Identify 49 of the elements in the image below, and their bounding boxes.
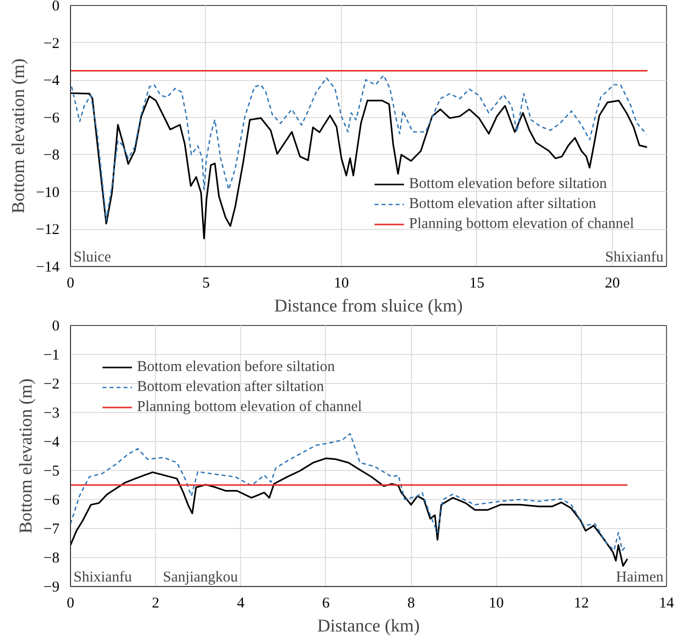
x-tick-label: 14 — [659, 596, 674, 612]
x-tick-label: 4 — [237, 596, 246, 612]
annotation: Sluice — [74, 250, 112, 266]
y-tick-label: −4 — [44, 434, 60, 450]
y-tick-label: −9 — [44, 580, 60, 596]
legend-label: Planning bottom elevation of channel — [137, 398, 362, 416]
y-tick-label: 0 — [52, 0, 60, 14]
y-tick-label: −14 — [36, 260, 60, 276]
legend-label: Planning bottom elevation of channel — [409, 216, 634, 232]
x-tick-label: 10 — [488, 596, 504, 612]
y-axis-title: Bottom elevation (m) — [8, 58, 28, 214]
y-tick-label: −12 — [36, 222, 60, 238]
x-tick-label: 5 — [202, 276, 210, 292]
y-tick-label: −7 — [44, 522, 60, 538]
annotation: Haimen — [616, 570, 664, 586]
y-tick-label: −6 — [44, 492, 60, 508]
y-tick-label: −1 — [44, 348, 60, 364]
x-tick-label: 0 — [66, 596, 74, 612]
annotation: Sanjiangkou — [162, 570, 238, 586]
legend-label: Bottom elevation before siltation — [137, 358, 335, 376]
legend-label: Bottom elevation after siltation — [137, 378, 324, 396]
x-axis-title: Distance (km) — [317, 616, 420, 636]
y-tick-label: −10 — [36, 184, 60, 201]
x-tick-label: 8 — [407, 596, 415, 612]
x-tick-label: 10 — [334, 276, 349, 292]
y-tick-label: −6 — [44, 110, 60, 126]
annotation: Shixianfu — [74, 570, 132, 586]
x-tick-label: 12 — [574, 596, 589, 612]
line-series — [70, 433, 626, 551]
x-tick-label: 0 — [66, 276, 74, 292]
y-axis-title: Bottom elevation (m) — [16, 378, 36, 534]
x-axis-title: Distance from sluice (km) — [274, 296, 463, 316]
y-tick-label: −2 — [44, 376, 60, 392]
y-tick-label: −4 — [44, 73, 60, 90]
x-tick-label: 2 — [152, 596, 160, 612]
line-series — [70, 458, 628, 567]
line-series — [70, 92, 648, 240]
x-tick-label: 20 — [604, 276, 620, 292]
legend-label: Bottom elevation before siltation — [409, 176, 607, 192]
y-tick-label: 0 — [52, 318, 60, 334]
y-tick-label: −2 — [44, 36, 60, 52]
y-tick-label: −3 — [44, 406, 60, 422]
legend-label: Bottom elevation after siltation — [409, 196, 596, 212]
y-tick-label: −8 — [44, 148, 60, 164]
y-tick-label: −8 — [44, 550, 60, 566]
y-tick-label: −5 — [44, 464, 60, 480]
x-tick-label: 6 — [322, 596, 330, 612]
annotation: Shixianfu — [605, 250, 664, 266]
x-tick-label: 15 — [469, 276, 484, 292]
